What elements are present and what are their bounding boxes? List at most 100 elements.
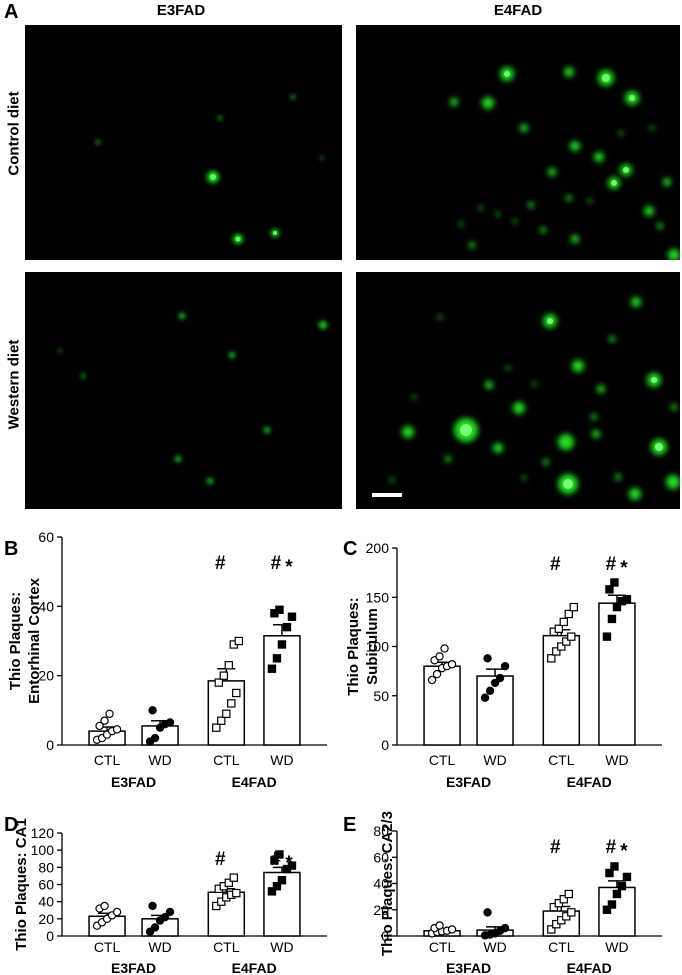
group-label-e: E4FAD (567, 960, 612, 975)
y-tick-label-c: 200 (366, 540, 390, 556)
chart-b: B Thio Plaques: Entorhinal Cortex 0 20 40 60 CT… (4, 529, 327, 790)
data-point-d (150, 923, 160, 932)
y-axis-label-line: Thio Plaques: (345, 597, 362, 695)
category-label-d: CTL (94, 939, 121, 955)
data-point-d (212, 901, 221, 911)
data-point-d (267, 887, 277, 896)
y-tick-label-b: 20 (38, 668, 54, 684)
y-tick-label-c: 0 (381, 737, 389, 753)
category-label-b: WD (270, 752, 293, 768)
category-label-e: WD (605, 939, 628, 955)
data-point-d (270, 856, 279, 865)
data-point-c (432, 669, 442, 679)
data-point-c (559, 617, 569, 627)
data-point-e (602, 905, 612, 914)
data-point-b (222, 709, 231, 719)
micrograph-e4fad-western-image (372, 297, 680, 500)
data-point-b (212, 723, 221, 732)
data-point-c (607, 614, 617, 624)
data-point-c (562, 637, 571, 646)
category-label-e: CTL (548, 939, 575, 955)
data-point-d (287, 861, 297, 870)
panel-e-letter: E (343, 814, 356, 836)
panel-a-letter: A (4, 1, 19, 23)
data-point-c (427, 675, 437, 685)
data-point-b (232, 688, 241, 698)
y-axis-label-line: Thio Plaques: CA1 (13, 818, 30, 951)
data-point-c (569, 602, 579, 612)
category-label-e: WD (483, 939, 506, 955)
data-point-e (547, 925, 556, 934)
data-point-e (612, 889, 622, 899)
significance-d-3: # (271, 849, 282, 870)
data-point-b (219, 671, 228, 680)
significance-c-3: # (606, 554, 617, 575)
data-point-c (485, 686, 495, 696)
group-label-c: E4FAD (567, 774, 612, 790)
data-point-c (622, 595, 632, 604)
data-point-c (612, 602, 622, 612)
data-point-e (610, 862, 619, 871)
data-point-c (490, 678, 500, 688)
category-label-c: CTL (429, 752, 456, 768)
group-label-b: E4FAD (232, 774, 277, 790)
y-tick-label-b: 60 (38, 529, 54, 545)
data-point-d (224, 878, 233, 887)
data-point-d (275, 850, 284, 859)
data-point-b (267, 664, 277, 673)
data-point-b (148, 706, 157, 715)
data-point-c (483, 654, 492, 663)
category-label-c: WD (483, 752, 506, 768)
y-tick-label-c: 50 (373, 688, 389, 704)
y-axis-label-line: Thio Plaques: (7, 592, 24, 690)
group-label-e: E3FAD (446, 960, 491, 975)
y-tick-label-e: 0 (381, 928, 389, 944)
y-axis-label-line: Entorhinal Cortex (26, 577, 43, 704)
data-point-c (567, 632, 576, 641)
bar-c-1 (476, 675, 514, 746)
significance-star-c-3: * (620, 558, 628, 579)
significance-c-2: # (550, 554, 561, 575)
data-point-b (224, 661, 233, 670)
data-point-d (277, 876, 287, 885)
data-point-e (617, 881, 627, 891)
y-tick-label-d: 0 (46, 928, 54, 944)
data-point-b (150, 733, 160, 743)
data-point-c (480, 693, 490, 702)
data-point-c (610, 578, 619, 587)
group-label-c: E3FAD (446, 774, 491, 790)
significance-b-3: # (271, 553, 282, 574)
data-point-b (282, 622, 292, 632)
data-point-b (227, 699, 236, 708)
data-point-d (272, 882, 282, 891)
data-point-e (447, 925, 457, 934)
column-header-e3fad: E3FAD (156, 2, 206, 19)
data-point-d (100, 901, 109, 911)
data-point-c (557, 642, 566, 651)
data-point-d (160, 912, 170, 922)
data-point-c (447, 660, 457, 669)
y-tick-label-e: 20 (373, 902, 389, 918)
y-tick-label-e: 80 (373, 823, 389, 839)
y-tick-label-c: 100 (366, 639, 390, 655)
group-label-b: E3FAD (111, 774, 156, 790)
data-point-b (100, 716, 109, 725)
y-tick-label-c: 150 (366, 589, 390, 605)
significance-e-2: # (550, 837, 561, 858)
bar-c-2 (542, 634, 581, 746)
micrograph-e3fad-western (25, 272, 342, 509)
data-point-c (605, 585, 614, 594)
significance-star-e-3: * (620, 841, 628, 862)
data-point-e (500, 923, 510, 933)
y-axis-label-e: Thio Plaques: CA2/3 (379, 811, 396, 956)
data-point-c (435, 652, 444, 661)
data-point-b (217, 716, 226, 725)
panel-c-letter: C (343, 538, 357, 560)
data-point-e (605, 868, 614, 878)
significance-star-d-3: * (285, 853, 293, 874)
data-point-d (148, 901, 157, 911)
panel-b-letter: B (4, 538, 18, 560)
